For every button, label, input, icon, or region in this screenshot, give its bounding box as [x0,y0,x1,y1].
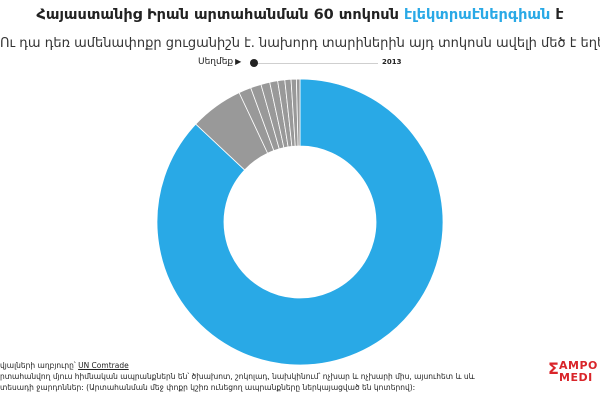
slider-handle[interactable] [250,59,258,67]
note-line-1: րտահանվող մյուս հիմնական ապրանքներն են՝ … [0,372,475,381]
year-slider[interactable]: Սեղմեք ▶ 2013 [198,56,408,72]
logo-text-line2: MEDI [559,371,593,384]
slider-year-label: 2013 [382,58,402,66]
title-text: Հայաստանից Իրան արտահանման 60 տոկոսն [36,7,404,23]
logo-text-line1: AMPO [559,359,598,372]
ampop-media-logo: Σ AMPO MEDI [548,358,600,388]
play-icon: ▶ [235,57,242,66]
source-link[interactable]: UN Comtrade [78,361,129,370]
chart-title: Հայաստանից Իրան արտահանման 60 տոկոսն էլե… [0,7,600,23]
source-prefix: վյալների աղբյուրը՝ [0,361,79,370]
donut-slice-highlight[interactable] [156,78,444,366]
title-suffix: է [550,7,564,23]
play-button-label: Սեղմեք [198,57,234,67]
donut-slice-9[interactable] [295,78,301,147]
footer-notes: վյալների աղբյուրը՝ UN Comtrade րտահանվող… [0,360,540,393]
title-highlight: էլեկտրաէներգիան [403,7,551,23]
source-line: վյալների աղբյուրը՝ UN Comtrade [0,360,540,371]
chart-subtitle: Ու դա դեռ ամենափոքր ցուցանիշն է. նախորդ … [0,36,600,51]
note-line-2: տեսադի ջարդոններ: (Արտահանման մեջ փոքր կ… [0,383,416,392]
slider-track[interactable] [250,63,378,64]
play-button[interactable]: Սեղմեք ▶ [198,57,241,67]
sigma-logo-icon: Σ [548,359,559,378]
